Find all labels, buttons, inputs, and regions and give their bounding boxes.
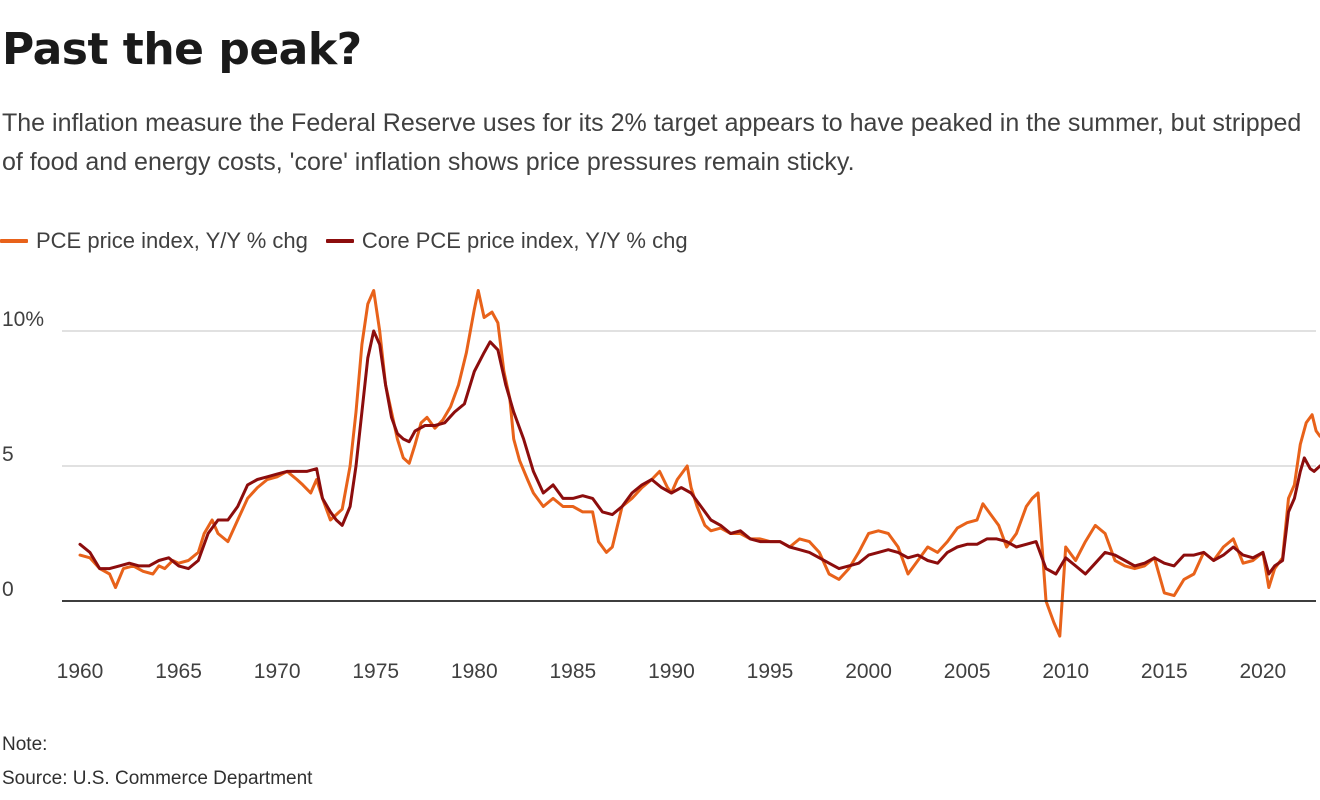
chart-subtitle: The inflation measure the Federal Reserv…	[2, 109, 1302, 176]
x-tick-labels: 1960 1965 1970 1975 1980 1985 1990 1995 2000 2005…	[57, 660, 1287, 683]
legend-item-pce: PCE price index, Y/Y % chg	[0, 228, 308, 254]
y-tick-labels: 0 5 10%	[2, 308, 44, 601]
series-line-pce	[78, 289, 1320, 638]
series-line-core	[78, 329, 1320, 576]
x-tick-label: 1990	[648, 660, 695, 683]
x-tick-label: 1980	[451, 660, 498, 683]
x-tick-label: 1975	[352, 660, 399, 683]
legend: PCE price index, Y/Y % chg Core PCE pric…	[0, 226, 706, 256]
x-tick-label: 1995	[747, 660, 794, 683]
y-tick-label: 10%	[2, 308, 44, 331]
legend-label-pce: PCE price index, Y/Y % chg	[36, 228, 308, 253]
x-tick-label: 2015	[1141, 660, 1188, 683]
x-tick-label: 2005	[944, 660, 991, 683]
line-chart: 1960 1965 1970 1975 1980 1985 1990 1995 2000 2005…	[2, 289, 1320, 683]
x-tick-label: 2000	[845, 660, 892, 683]
gridlines	[62, 330, 1316, 467]
legend-item-core: Core PCE price index, Y/Y % chg	[325, 228, 688, 254]
legend-swatch-core	[325, 239, 354, 243]
legend-label-core: Core PCE price index, Y/Y % chg	[361, 228, 688, 253]
y-tick-label: 0	[2, 578, 14, 601]
y-tick-label: 5	[2, 443, 14, 466]
series-lines	[78, 289, 1320, 638]
legend-swatch-pce	[0, 239, 28, 243]
chart-note: Note:	[2, 734, 48, 755]
x-tick-label: 2010	[1042, 660, 1089, 683]
x-tick-label: 2020	[1239, 660, 1286, 683]
x-tick-label: 1965	[155, 660, 202, 683]
chart-title: Past the peak?	[2, 24, 362, 75]
x-tick-label: 1985	[549, 660, 596, 683]
chart-source: Source: U.S. Commerce Department	[2, 768, 313, 789]
x-tick-label: 1970	[254, 660, 301, 683]
x-tick-label: 1960	[57, 660, 104, 683]
